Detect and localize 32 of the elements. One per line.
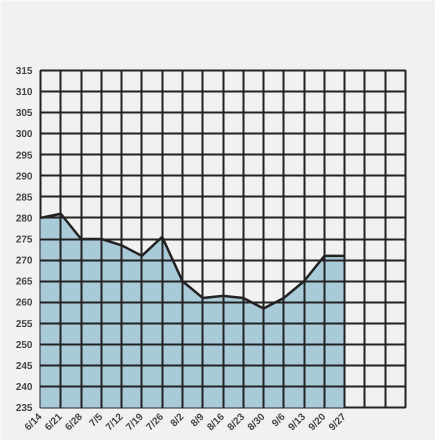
x-tick-label: 9/20 [306, 411, 329, 434]
x-tick-label: 7/12 [104, 411, 126, 434]
y-tick-label: 275 [16, 234, 33, 246]
x-tick-label: 8/9 [189, 411, 207, 430]
y-tick-label: 310 [16, 87, 33, 98]
y-tick-label: 315 [16, 66, 33, 77]
y-tick-label: 290 [16, 171, 33, 182]
y-tick-label: 250 [16, 340, 33, 351]
x-tick-label: 6/21 [43, 411, 65, 434]
x-tick-label: 6/14 [22, 411, 45, 434]
x-tick-label: 6/28 [63, 411, 86, 434]
x-tick-label: 9/6 [270, 411, 288, 430]
y-tick-label: 265 [16, 276, 33, 288]
x-tick-label: 7/5 [88, 411, 106, 430]
x-tick-label: 8/16 [205, 411, 228, 434]
x-tick-label: 9/13 [286, 411, 308, 434]
y-tick-label: 260 [16, 298, 33, 309]
y-tick-label: 280 [16, 213, 33, 224]
y-tick-label: 245 [16, 360, 33, 372]
y-tick-label: 305 [16, 108, 33, 120]
y-tick-label: 240 [16, 382, 33, 393]
x-tick-label: 8/23 [226, 411, 248, 434]
y-tick-label: 255 [16, 318, 33, 330]
y-tick-label: 295 [16, 150, 33, 162]
y-tick-label: 300 [16, 129, 33, 140]
x-tick-label: 8/30 [246, 411, 268, 434]
x-tick-label: 7/19 [124, 411, 146, 434]
y-tick-label: 285 [16, 192, 33, 204]
y-tick-label: 235 [16, 403, 33, 414]
x-tick-label: 8/2 [168, 411, 187, 430]
x-tick-label: 7/26 [144, 411, 166, 434]
y-tick-label: 270 [16, 256, 33, 267]
